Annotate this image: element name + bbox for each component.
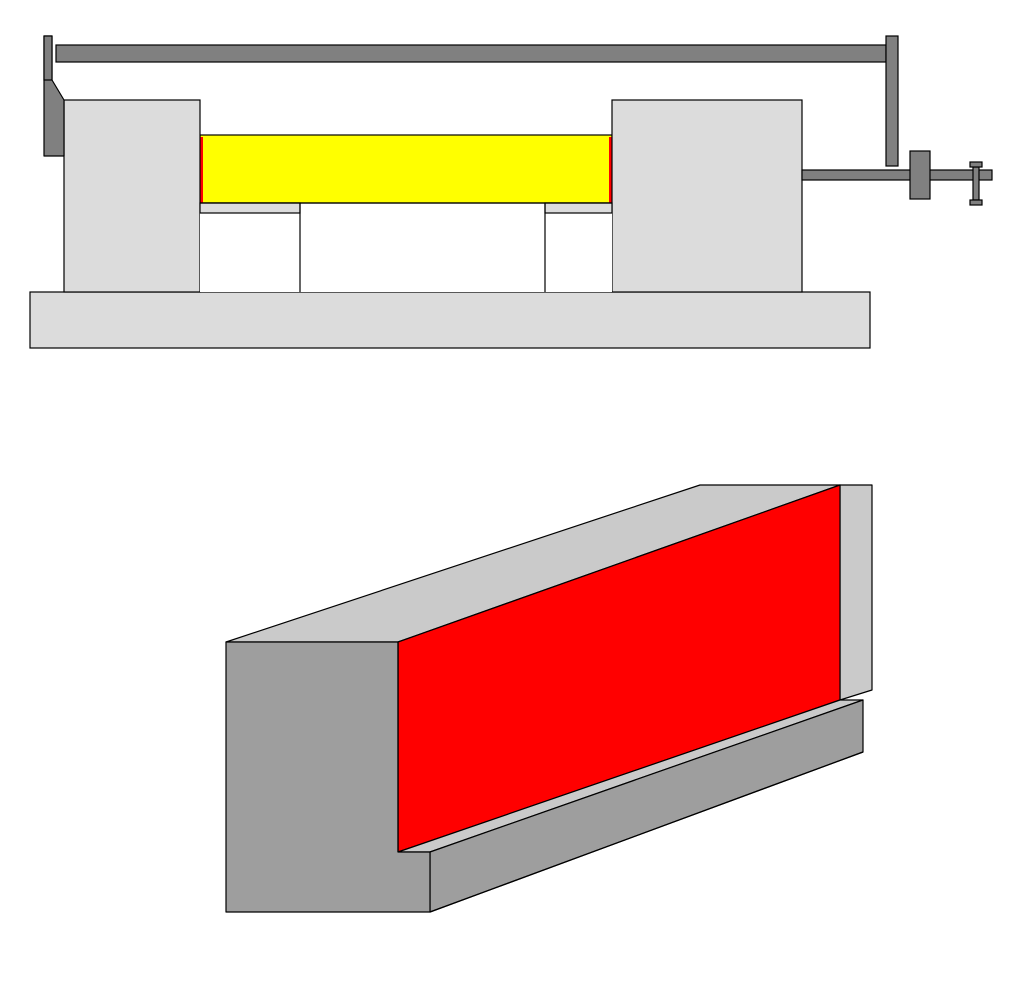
base-slab — [30, 292, 870, 348]
iso-step-block — [226, 485, 872, 912]
clamp-top-left-stub — [44, 36, 52, 80]
beam — [200, 135, 612, 203]
back-right-face — [840, 485, 872, 700]
clamp-bar — [56, 45, 886, 62]
clamp-screw-block — [910, 151, 930, 199]
rebate-left — [200, 203, 300, 213]
clamp-screw-rod — [802, 170, 992, 180]
right-block — [612, 100, 802, 292]
front-view — [30, 36, 992, 348]
clamp-handle-cap-0 — [970, 162, 982, 167]
clamp-right-arm — [886, 36, 898, 166]
clamp-handle-cap-1 — [970, 200, 982, 205]
inner-gap — [200, 210, 612, 292]
clamp-handle-rod — [973, 167, 979, 200]
rebate-right — [545, 203, 612, 213]
left-block — [64, 100, 200, 292]
